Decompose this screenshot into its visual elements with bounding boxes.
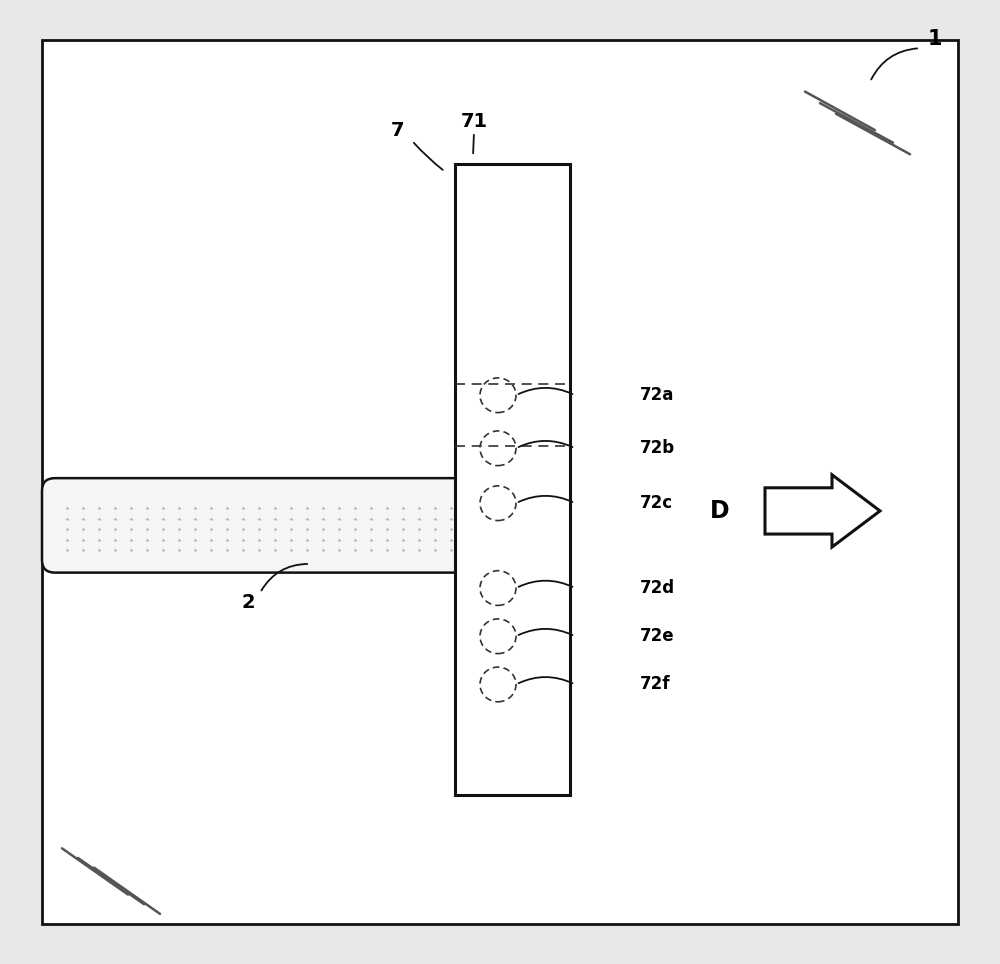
Text: 72b: 72b [640,440,675,457]
FancyArrow shape [765,475,880,548]
Text: 72e: 72e [640,628,675,645]
Text: 72d: 72d [640,579,675,597]
FancyBboxPatch shape [42,478,548,573]
Text: 71: 71 [460,112,488,131]
Text: 72c: 72c [640,495,673,512]
Text: 2: 2 [241,593,255,612]
Text: 7: 7 [391,120,405,140]
Bar [455,164,570,795]
Text: 72f: 72f [640,676,670,693]
Text: D: D [710,499,730,522]
Text: 1: 1 [928,29,942,48]
Text: 72a: 72a [640,387,674,404]
